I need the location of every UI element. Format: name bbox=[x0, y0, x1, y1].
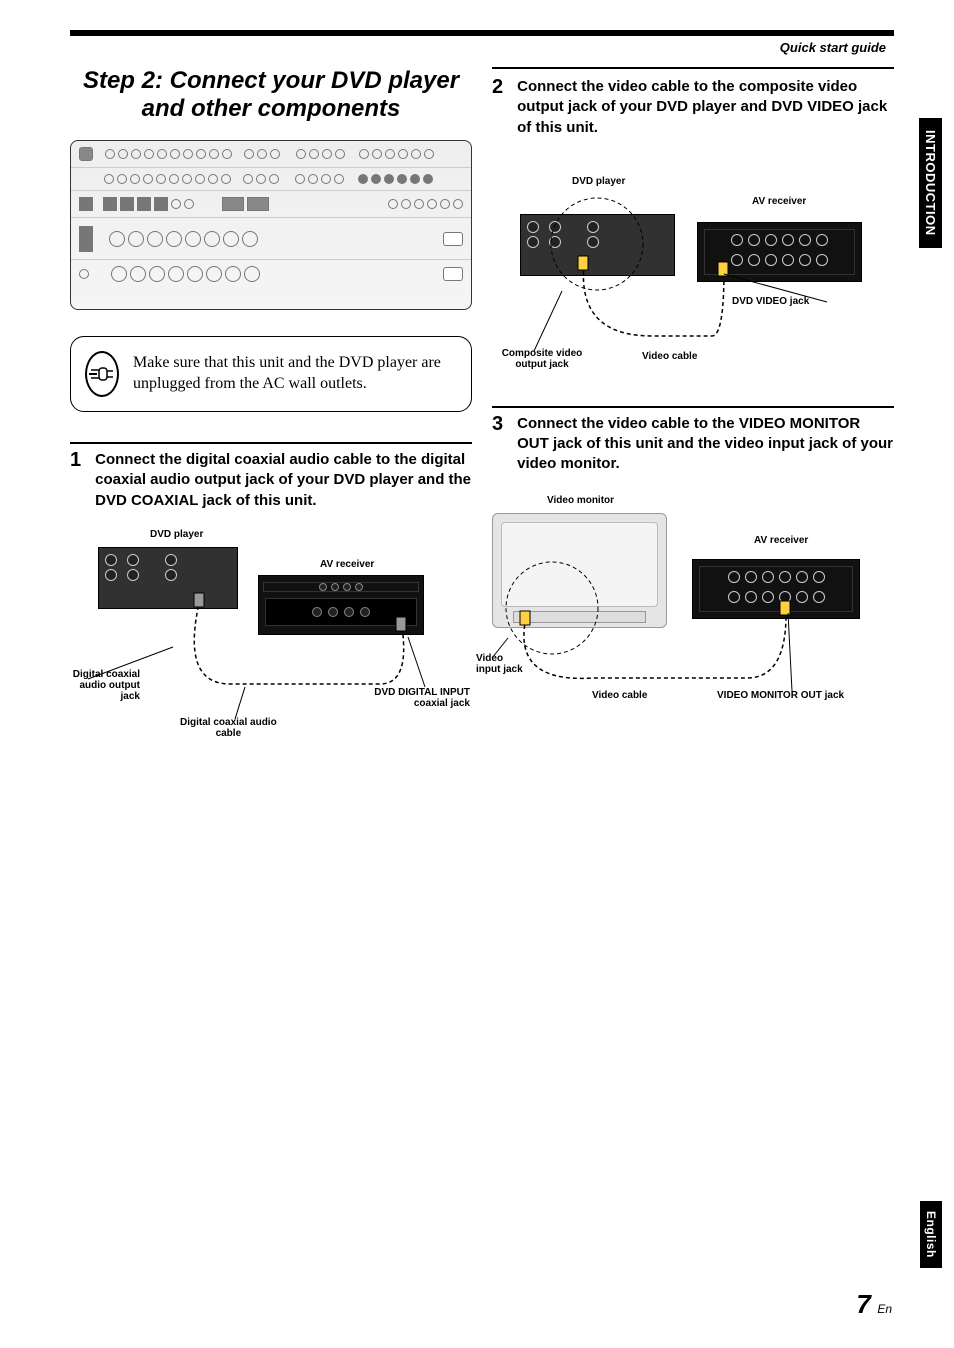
label-video-input-jack: Video input jack bbox=[476, 653, 546, 675]
page-number-suffix: En bbox=[877, 1302, 892, 1316]
back-panel-diagram bbox=[70, 140, 472, 310]
step-2-number: 2 bbox=[492, 77, 503, 138]
label-monitor-out-jack: VIDEO MONITOR OUT jack bbox=[717, 690, 877, 701]
section-title: Step 2: Connect your DVD player and othe… bbox=[70, 67, 472, 122]
label-composite-output: Composite video output jack bbox=[482, 348, 602, 370]
right-column: 2 Connect the video cable to the composi… bbox=[492, 67, 894, 754]
cable-path-3 bbox=[492, 493, 894, 723]
title-line1: Step 2: Connect your DVD player bbox=[70, 67, 472, 95]
label-video-cable: Video cable bbox=[642, 351, 697, 362]
title-line2: and other components bbox=[70, 95, 472, 123]
diagram-step3: Video monitor AV receiver bbox=[492, 493, 894, 723]
header-divider-bar bbox=[70, 30, 894, 36]
step-2-text: Connect the video cable to the composite… bbox=[517, 77, 894, 138]
page-number-value: 7 bbox=[856, 1289, 870, 1319]
step-1: 1 Connect the digital coaxial audio cabl… bbox=[70, 442, 472, 754]
side-tab-introduction: INTRODUCTION bbox=[919, 118, 942, 248]
label-video-cable-3: Video cable bbox=[592, 690, 647, 701]
header-guide-label: Quick start guide bbox=[70, 38, 894, 61]
label-digital-coax-cable: Digital coaxial audio cable bbox=[180, 717, 277, 739]
warning-text: Make sure that this unit and the DVD pla… bbox=[133, 353, 453, 395]
page-number: 7 En bbox=[856, 1289, 892, 1320]
label-dvd-video-jack: DVD VIDEO jack bbox=[732, 296, 862, 307]
step-3-number: 3 bbox=[492, 414, 503, 475]
side-tab-language: English bbox=[920, 1201, 942, 1268]
step-2: 2 Connect the video cable to the composi… bbox=[492, 67, 894, 386]
plug-warning-icon bbox=[85, 351, 119, 397]
step-1-text: Connect the digital coaxial audio cable … bbox=[95, 450, 472, 511]
label-digital-coax-output: Digital coaxial audio output jack bbox=[60, 669, 140, 702]
left-column: Step 2: Connect your DVD player and othe… bbox=[70, 67, 472, 754]
diagram-step1: DVD player AV receiver bbox=[70, 529, 472, 754]
diagram-step2: DVD player AV receiver bbox=[492, 156, 894, 386]
label-dvd-digital-input: DVD DIGITAL INPUT coaxial jack bbox=[360, 687, 470, 709]
step-3: 3 Connect the video cable to the VIDEO M… bbox=[492, 406, 894, 723]
warning-note: Make sure that this unit and the DVD pla… bbox=[70, 336, 472, 412]
step-3-text: Connect the video cable to the VIDEO MON… bbox=[517, 414, 894, 475]
step-1-number: 1 bbox=[70, 450, 81, 511]
